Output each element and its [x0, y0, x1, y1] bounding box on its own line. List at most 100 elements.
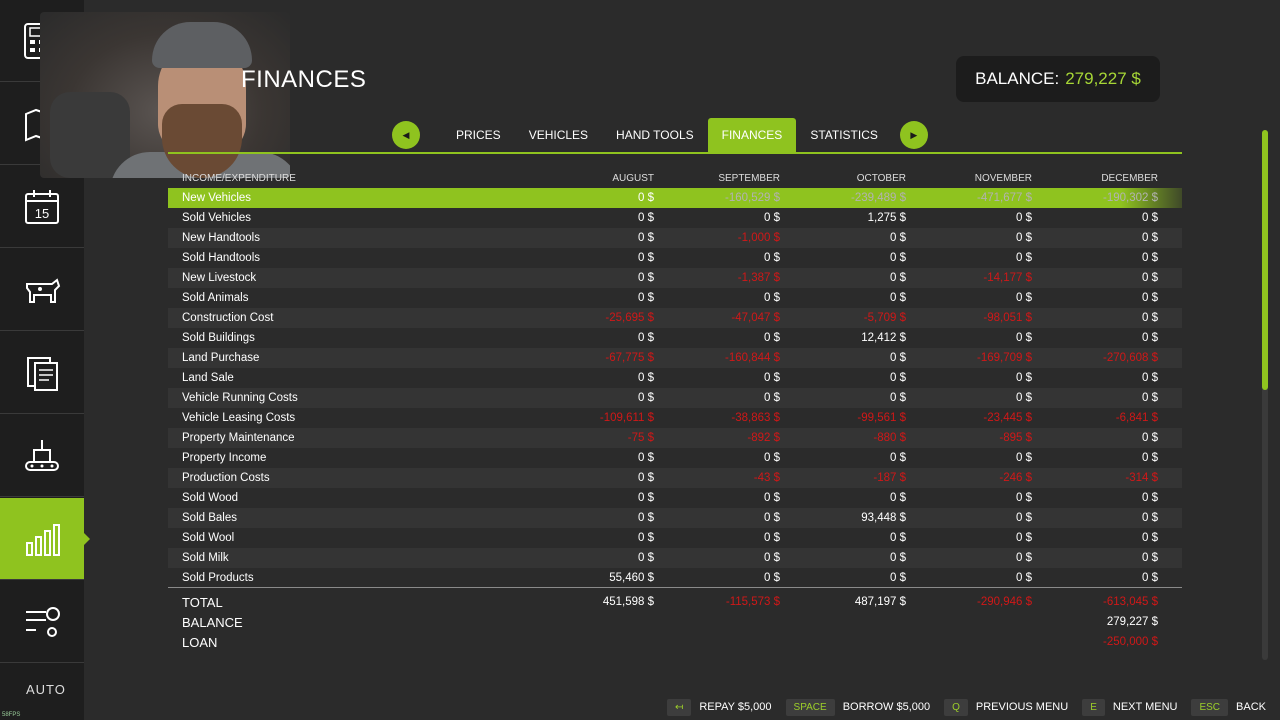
table-cell: 0 $ [764, 392, 780, 404]
table-row[interactable]: Property Maintenance -75 $ -892 $ -880 $ -89… [168, 428, 1182, 448]
arrow-right-icon: ▶ [910, 129, 918, 140]
totals-cell: -115,573 $ [725, 596, 780, 608]
tab-next-button[interactable]: ▶ [899, 121, 928, 149]
table-cell: -1,000 $ [737, 232, 780, 244]
key-hint: ESC [1191, 698, 1229, 716]
table-row[interactable]: Land Sale 0 $ 0 $ 0 $ 0 $ 0 $ [168, 368, 1182, 388]
table-row[interactable]: Sold Animals 0 $ 0 $ 0 $ 0 $ 0 $ [168, 288, 1182, 308]
next-menu-button[interactable]: E NEXT MENU [1082, 698, 1177, 716]
table-cell: 0 $ [764, 512, 780, 524]
table-row[interactable]: Property Income 0 $ 0 $ 0 $ 0 $ 0 $ [168, 448, 1182, 468]
arrow-left-icon: ◀ [402, 129, 410, 140]
table-cell: -38,863 $ [731, 412, 780, 424]
table-cell: 0 $ [1016, 392, 1032, 404]
sidebar-item-calendar[interactable]: 15 [0, 166, 84, 248]
scrollbar[interactable] [1262, 130, 1268, 660]
table-cell: -190,302 $ [1103, 192, 1158, 204]
table-cell: 0 $ [1142, 572, 1158, 584]
tab-hand-tools[interactable]: HAND TOOLS [616, 128, 694, 142]
table-cell: -67,775 $ [605, 352, 654, 364]
table-cell: -880 $ [873, 432, 906, 444]
table-cell: -892 $ [747, 432, 780, 444]
table-cell: 0 $ [890, 352, 906, 364]
sidebar-auto-label: AUTO [26, 682, 66, 697]
sidebar-item-production[interactable] [0, 415, 84, 497]
key-hint-label: BACK [1236, 701, 1266, 713]
table-cell: -246 $ [999, 472, 1032, 484]
sidebar-item-finances[interactable] [0, 498, 90, 580]
table-cell: 0 $ [764, 252, 780, 264]
table-row[interactable]: Production Costs 0 $ -43 $ -187 $ -246 $ -314… [168, 468, 1182, 488]
table-cell: 0 $ [1142, 452, 1158, 464]
table-row[interactable]: Vehicle Running Costs 0 $ 0 $ 0 $ 0 $ 0 $ [168, 388, 1182, 408]
settings-icon [26, 606, 60, 637]
tab-finances[interactable]: FINANCES [707, 118, 797, 152]
table-row[interactable]: Vehicle Leasing Costs -109,611 $ -38,863 $… [168, 408, 1182, 428]
table-cell: -98,051 $ [983, 312, 1032, 324]
table-row[interactable]: Land Purchase -67,775 $ -160,844 $ 0 $ -169,… [168, 348, 1182, 368]
table-row[interactable]: Sold Buildings 0 $ 0 $ 12,412 $ 0 $ 0 $ [168, 328, 1182, 348]
table-cell: 0 $ [764, 492, 780, 504]
column-header: NOVEMBER [974, 172, 1032, 184]
table-row[interactable]: Sold Wood 0 $ 0 $ 0 $ 0 $ 0 $ [168, 488, 1182, 508]
table-row[interactable]: Sold Handtools 0 $ 0 $ 0 $ 0 $ 0 $ [168, 248, 1182, 268]
table-row[interactable]: Sold Vehicles 0 $ 0 $ 1,275 $ 0 $ 0 $ [168, 208, 1182, 228]
table-cell: 0 $ [1142, 232, 1158, 244]
table-cell: -23,445 $ [983, 412, 1032, 424]
table-row[interactable]: New Handtools 0 $ -1,000 $ 0 $ 0 $ 0 $ [168, 228, 1182, 248]
table-cell: 0 $ [638, 272, 654, 284]
totals-row: TOTAL 451,598 $ -115,573 $ 487,197 $ -290,94… [168, 592, 1182, 612]
table-cell: -43 $ [753, 472, 780, 484]
totals-divider [168, 587, 1182, 588]
column-header: SEPTEMBER [718, 172, 780, 184]
tab-vehicles[interactable]: VEHICLES [528, 128, 589, 142]
row-label: Sold Bales [182, 512, 237, 524]
borrow-button[interactable]: SPACE BORROW $5,000 [785, 698, 931, 716]
key-hint-label: PREVIOUS MENU [975, 701, 1069, 713]
table-row[interactable]: New Livestock 0 $ -1,387 $ 0 $ -14,177 $ 0 $ [168, 268, 1182, 288]
key-hint-label: BORROW $5,000 [842, 701, 931, 713]
table-cell: 0 $ [1016, 492, 1032, 504]
table-row[interactable]: Sold Products 55,460 $ 0 $ 0 $ 0 $ 0 $ [168, 568, 1182, 588]
table-row[interactable]: Sold Bales 0 $ 0 $ 93,448 $ 0 $ 0 $ [168, 508, 1182, 528]
table-cell: -25,695 $ [605, 312, 654, 324]
tab-prices[interactable]: PRICES [456, 128, 501, 142]
tab-statistics[interactable]: STATISTICS [810, 128, 878, 142]
column-header: INCOME/EXPENDITURE [182, 172, 296, 184]
table-cell: 0 $ [638, 452, 654, 464]
key-hint: E [1082, 698, 1105, 716]
previous-menu-button[interactable]: Q PREVIOUS MENU [944, 698, 1069, 716]
tab-prev-button[interactable]: ◀ [392, 121, 420, 149]
production-icon [25, 439, 59, 471]
sidebar-item-contracts[interactable] [0, 332, 84, 414]
sidebar-item-animals[interactable] [0, 249, 84, 331]
table-cell: 0 $ [1142, 532, 1158, 544]
table-cell: 93,448 $ [861, 512, 906, 524]
repay-button[interactable]: ↤ REPAY $5,000 [666, 698, 772, 716]
column-header: AUGUST [612, 172, 654, 184]
sidebar-item-settings[interactable] [0, 581, 84, 663]
table-cell: 0 $ [1142, 332, 1158, 344]
table-cell: 0 $ [1016, 212, 1032, 224]
table-row[interactable]: Sold Wool 0 $ 0 $ 0 $ 0 $ 0 $ [168, 528, 1182, 548]
table-cell: 0 $ [1016, 372, 1032, 384]
table-row[interactable]: Construction Cost -25,695 $ -47,047 $ -5,70… [168, 308, 1182, 328]
table-cell: 0 $ [764, 572, 780, 584]
table-cell: -239,489 $ [851, 192, 906, 204]
table-cell: 0 $ [638, 212, 654, 224]
table-cell: 0 $ [764, 292, 780, 304]
back-button[interactable]: ESC BACK [1191, 698, 1266, 716]
table-cell: 0 $ [1142, 512, 1158, 524]
table-cell: 0 $ [764, 332, 780, 344]
svg-text:15: 15 [35, 206, 49, 221]
table-cell: 0 $ [638, 532, 654, 544]
scrollbar-thumb[interactable] [1262, 130, 1268, 390]
table-cell: 0 $ [638, 372, 654, 384]
table-row[interactable]: New Vehicles 0 $ -160,529 $ -239,489 $ -471,… [168, 188, 1182, 208]
table-cell: -895 $ [999, 432, 1032, 444]
row-label: Property Maintenance [182, 432, 295, 444]
totals-label: BALANCE [182, 614, 243, 630]
row-label: Sold Handtools [182, 252, 260, 264]
table-row[interactable]: Sold Milk 0 $ 0 $ 0 $ 0 $ 0 $ [168, 548, 1182, 568]
cow-icon [26, 277, 61, 303]
